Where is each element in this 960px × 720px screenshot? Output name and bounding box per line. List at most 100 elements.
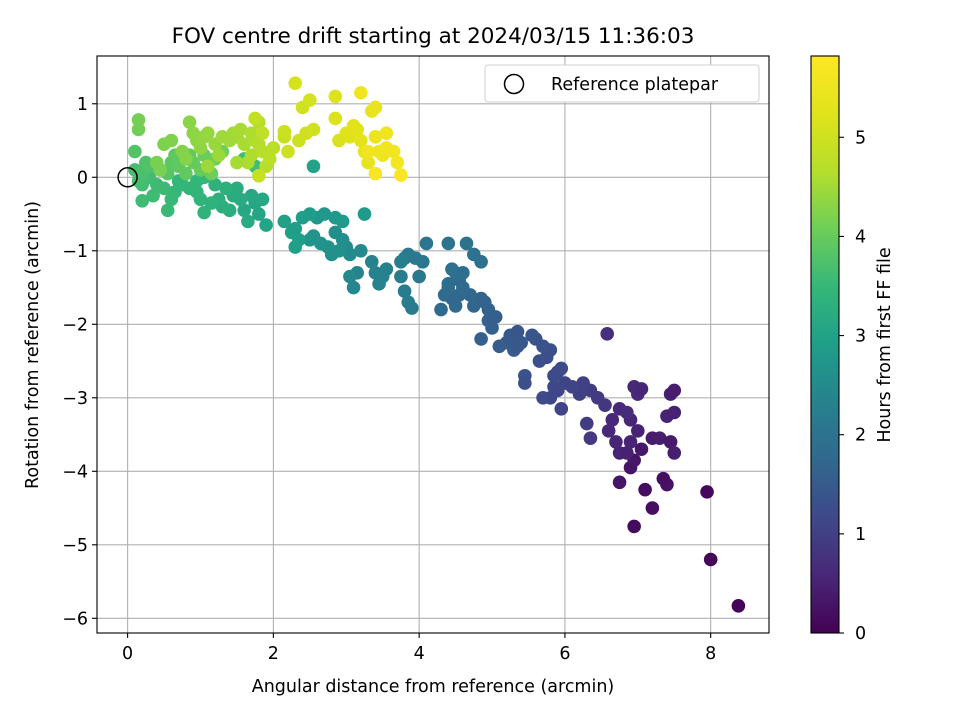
data-point [233,122,248,137]
data-point [288,76,303,90]
data-point [368,166,383,181]
data-point [200,126,215,140]
data-point [656,471,671,486]
x-tick-label: 6 [559,644,570,664]
data-point [244,188,259,203]
data-point [262,152,277,166]
data-point [306,159,321,174]
data-point [219,181,233,196]
data-point [208,177,222,192]
data-point [663,435,678,449]
data-point [354,243,368,258]
data-point [244,126,259,140]
data-point [554,402,569,416]
data-point [368,266,383,280]
data-point [667,446,682,460]
data-point [317,207,332,221]
data-point [288,240,303,254]
data-point [368,130,383,144]
y-tick-label: −3 [62,389,88,409]
data-point [364,255,379,269]
data-point [623,435,638,449]
data-point [492,339,507,354]
data-point [609,435,623,449]
data-point [328,89,343,104]
data-point [583,431,598,446]
colorbar-tick-label: 1 [855,525,866,545]
x-tick-label: 2 [268,644,279,664]
data-point [164,133,179,148]
data-point [634,442,649,457]
data-point [536,390,550,405]
data-point [204,196,219,210]
data-point [259,218,273,232]
legend: Reference platepar [484,64,760,103]
data-point [667,405,682,420]
data-point [128,144,142,159]
data-point [241,214,255,229]
x-tick-label: 4 [414,644,425,664]
data-point [277,214,292,229]
data-point [328,225,343,240]
x-tick-label: 0 [122,644,133,664]
data-point [324,247,339,262]
data-point [554,361,569,376]
data-point [343,247,357,262]
legend-entry-reference-platepar: Reference platepar [551,75,719,95]
y-tick-label: −6 [62,609,88,629]
data-point [445,262,459,276]
reference-platepar-marker [117,167,138,188]
data-point [620,446,634,460]
data-point [441,277,456,291]
data-point [731,599,746,613]
data-point [634,382,649,396]
data-point [620,405,634,420]
colorbar-tick-label: 3 [855,327,866,347]
data-point [510,339,525,354]
data-point [346,280,361,295]
colorbar-tick-label: 2 [855,426,866,446]
data-point [361,144,375,159]
y-tick-label: −4 [62,462,88,482]
data-point [179,152,193,166]
data-point [547,379,561,394]
x-tick-label: 8 [705,644,716,664]
data-point [211,148,226,163]
x-axis-label: Angular distance from reference (arcmin) [252,677,615,697]
data-point [412,269,426,284]
data-point [193,141,208,155]
data-point [182,115,197,129]
data-point [394,168,408,182]
data-point [652,431,667,446]
data-point [230,181,244,196]
data-point [394,255,408,269]
data-point [335,214,350,229]
data-point [255,126,270,140]
data-point [645,501,660,515]
data-point [361,155,375,170]
data-point [481,302,496,317]
colorbar-tick-label: 0 [855,624,866,644]
data-point [277,124,292,139]
data-point [379,126,394,140]
data-point [474,332,488,346]
data-point [281,144,295,159]
data-point [612,475,627,490]
data-point [532,354,547,368]
colorbar-ticks: 0 1 2 3 4 5 [839,128,866,644]
data-point [467,247,481,262]
data-point [456,280,470,295]
data-point [441,236,456,251]
data-point [419,236,434,251]
data-point [350,122,364,137]
data-point [255,192,270,207]
chart-title: FOV centre drift starting at 2024/03/15 … [172,24,695,49]
data-point [295,210,310,225]
data-point [601,424,616,438]
data-point [459,236,474,251]
data-point [237,137,252,152]
y-tick-label: −5 [62,536,88,556]
data-point [405,301,419,315]
data-point [248,111,262,126]
colorbar-tick-label: 5 [855,128,866,148]
